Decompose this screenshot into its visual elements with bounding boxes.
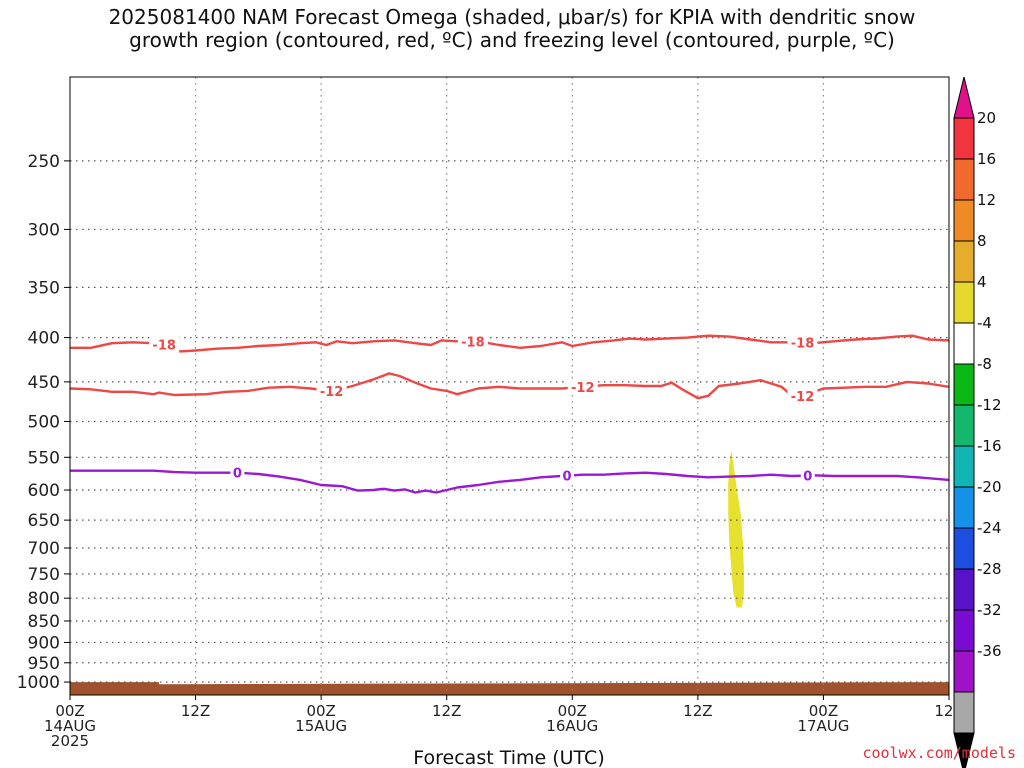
contour-label-background [316, 382, 347, 399]
contour-label-background [230, 464, 245, 481]
colorbar-swatch [953, 404, 975, 447]
shaded-area-1 [728, 450, 744, 608]
colorbar-swatch [953, 158, 975, 201]
contour-label: 0 [803, 469, 812, 484]
chart-title: 2025081400 NAM Forecast Omega (shaded, μ… [0, 6, 1024, 52]
y-tick-label: 800 [28, 589, 60, 609]
contour-layer [70, 334, 949, 494]
contour-label-layer: -18 -18 -18 -12 -12 -12 0 0 0 [149, 333, 818, 485]
x-tick-label: 00Z 15AUG [295, 702, 347, 735]
contour-label: 0 [563, 470, 572, 485]
chart-title-line-1: 2025081400 NAM Forecast Omega (shaded, μ… [108, 5, 916, 29]
contour-label-background [787, 387, 818, 404]
colorbar-swatch [953, 486, 975, 529]
colorbar-label: -32 [977, 601, 1002, 619]
chart-title-line-2: growth region (contoured, red, ºC) and f… [129, 28, 895, 52]
colorbar-label: -24 [977, 519, 1002, 537]
contour-label-background [800, 467, 815, 484]
colorbar-top-arrow [953, 76, 975, 119]
shaded-omega-layer [70, 450, 949, 695]
contour-label-background [560, 467, 575, 484]
colorbar-bottom-arrow [953, 732, 975, 768]
source-credit: coolwx.com/models [862, 744, 1016, 762]
x-tick-label: 00Z 16AUG [546, 702, 598, 735]
grid-layer [70, 77, 949, 695]
y-tick-label: 950 [28, 654, 60, 674]
contour-label: -12 [320, 385, 344, 400]
contour-label: -12 [571, 381, 595, 396]
colorbar-label: 16 [977, 150, 996, 168]
y-tick-label: 700 [28, 539, 60, 559]
contour-label-background [457, 333, 488, 350]
shaded-area-2 [70, 682, 949, 695]
x-tick-label: 00Z 14AUG 2025 [44, 702, 96, 750]
y-tick-label: 750 [28, 565, 60, 585]
y-tick-label: 600 [28, 481, 60, 501]
colorbar-swatch [953, 568, 975, 611]
colorbar-swatch [953, 445, 975, 488]
y-tick-label: 850 [28, 612, 60, 632]
y-tick-label: 350 [28, 278, 60, 298]
y-tick-label: 400 [28, 329, 60, 349]
x-tick-label: 12Z [181, 702, 210, 720]
x-tick-label: 00Z 17AUG [797, 702, 849, 735]
colorbar-label: -4 [977, 314, 992, 332]
x-axis-title: Forecast Time (UTC) [413, 747, 604, 768]
colorbar-swatch [953, 650, 975, 693]
axes-layer: 2503003504004505005506006507007508008509… [17, 152, 964, 750]
colorbar-label: 8 [977, 232, 987, 250]
colorbar-label: -20 [977, 478, 1002, 496]
colorbar-swatch [953, 527, 975, 570]
colorbar-swatch [953, 691, 975, 734]
colorbar-swatch [953, 281, 975, 324]
colorbar-label: 12 [977, 191, 996, 209]
y-tick-label: 300 [28, 220, 60, 240]
omega-colorbar: 20 16 12 8 4 -4 -8 -12 -16 -20 -24 -28 -32 -36 [953, 76, 1002, 768]
x-tick-label: 12Z [432, 702, 461, 720]
contour-label: -12 [791, 390, 815, 405]
y-tick-label: 550 [28, 448, 60, 468]
contour-label-background [787, 334, 818, 351]
x-tick-label: 12Z [683, 702, 712, 720]
y-tick-label: 650 [28, 511, 60, 531]
colorbar-swatch [953, 363, 975, 406]
contour-label: 0 [233, 467, 242, 482]
y-tick-label: 250 [28, 152, 60, 172]
colorbar-label: -12 [977, 396, 1002, 414]
contour-label-background [567, 378, 598, 395]
contour-label: -18 [152, 338, 176, 353]
plot-frame [69, 76, 950, 696]
colorbar-label: -8 [977, 355, 992, 373]
y-tick-label: 450 [28, 373, 60, 393]
colorbar-label: 4 [977, 273, 987, 291]
y-tick-label: 900 [28, 633, 60, 653]
colorbar-label: 20 [977, 109, 996, 127]
contour-label-background [149, 336, 180, 353]
colorbar-swatch [953, 322, 975, 365]
y-tick-label: 1000 [17, 673, 60, 693]
colorbar-label: -36 [977, 642, 1002, 660]
contour-label: -18 [461, 335, 485, 350]
colorbar-swatch [953, 240, 975, 283]
y-tick-label: 500 [28, 412, 60, 432]
colorbar-swatch [953, 199, 975, 242]
colorbar-label: -28 [977, 560, 1002, 578]
colorbar-swatch [953, 117, 975, 160]
colorbar-swatch [953, 609, 975, 652]
colorbar-label: -16 [977, 437, 1002, 455]
contour-label: -18 [791, 337, 815, 352]
contour-line-3 [70, 469, 949, 494]
